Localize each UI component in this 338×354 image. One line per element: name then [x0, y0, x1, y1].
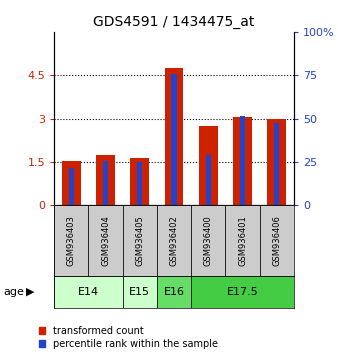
Bar	[157, 276, 191, 308]
Bar	[123, 276, 157, 308]
Title: GDS4591 / 1434475_at: GDS4591 / 1434475_at	[93, 16, 255, 29]
Bar	[54, 205, 88, 276]
Text: GSM936401: GSM936401	[238, 215, 247, 266]
Bar	[137, 162, 142, 205]
Bar	[103, 160, 108, 205]
Text: GSM936402: GSM936402	[170, 215, 178, 266]
Text: E14: E14	[78, 287, 99, 297]
Bar	[130, 158, 149, 205]
Bar	[267, 119, 286, 205]
Text: GSM936400: GSM936400	[204, 215, 213, 266]
Text: E17.5: E17.5	[227, 287, 259, 297]
Text: E15: E15	[129, 287, 150, 297]
Bar	[123, 205, 157, 276]
Bar	[225, 205, 260, 276]
Bar	[88, 205, 123, 276]
Text: E16: E16	[164, 287, 185, 297]
Bar	[260, 205, 294, 276]
Bar	[191, 205, 225, 276]
Bar	[157, 205, 191, 276]
Text: GSM936406: GSM936406	[272, 215, 282, 266]
Bar	[171, 74, 177, 205]
Text: GSM936405: GSM936405	[135, 215, 144, 266]
Bar	[165, 68, 184, 205]
Bar	[62, 160, 81, 205]
Bar	[233, 117, 252, 205]
Bar	[199, 126, 218, 205]
Text: GSM936404: GSM936404	[101, 215, 110, 266]
Bar	[96, 155, 115, 205]
Bar	[274, 123, 280, 205]
Text: GSM936403: GSM936403	[67, 215, 76, 266]
Bar	[69, 168, 74, 205]
Bar	[240, 116, 245, 205]
Legend: transformed count, percentile rank within the sample: transformed count, percentile rank withi…	[39, 326, 218, 349]
Bar	[206, 155, 211, 205]
Bar	[191, 276, 294, 308]
Text: ▶: ▶	[26, 287, 35, 297]
Text: age: age	[3, 287, 24, 297]
Bar	[54, 276, 123, 308]
